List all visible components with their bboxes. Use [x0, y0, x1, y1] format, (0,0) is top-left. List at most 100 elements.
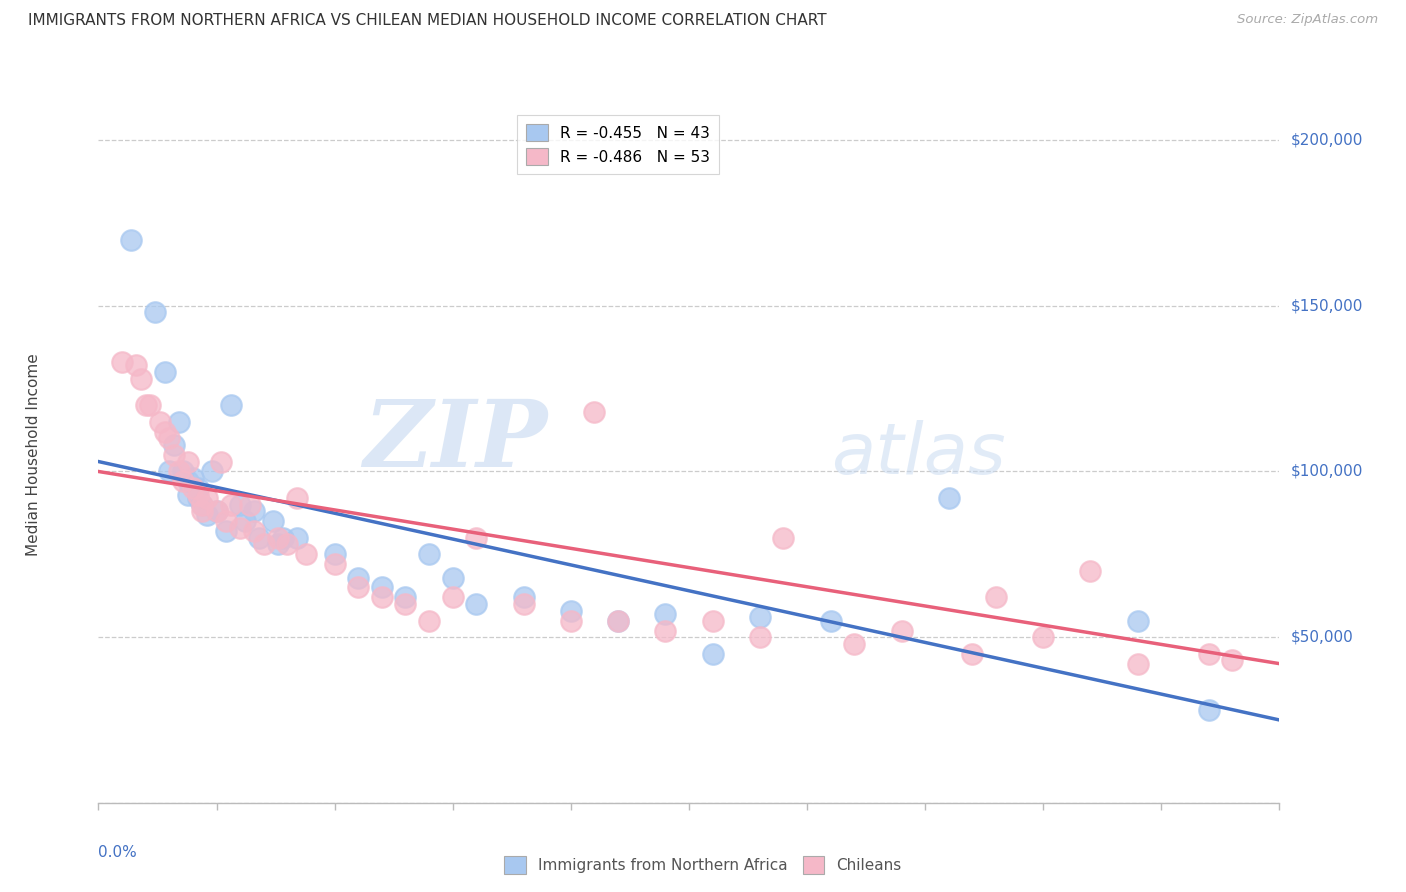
- Point: [1032, 630, 1054, 644]
- Point: [512, 591, 534, 605]
- Point: [418, 614, 440, 628]
- Point: [560, 614, 582, 628]
- Point: [135, 398, 157, 412]
- Point: [1220, 653, 1243, 667]
- Point: [394, 591, 416, 605]
- Point: [267, 537, 290, 551]
- Point: [229, 498, 252, 512]
- Point: [187, 488, 209, 502]
- Point: [153, 425, 176, 439]
- Point: [129, 372, 152, 386]
- Point: [1198, 703, 1220, 717]
- Point: [844, 637, 866, 651]
- Point: [285, 531, 308, 545]
- Point: [181, 481, 204, 495]
- Text: $50,000: $50,000: [1291, 630, 1354, 645]
- Point: [187, 481, 209, 495]
- Point: [654, 624, 676, 638]
- Point: [219, 398, 242, 412]
- Point: [1080, 564, 1102, 578]
- Point: [1126, 614, 1149, 628]
- Point: [205, 504, 228, 518]
- Point: [191, 498, 214, 512]
- Point: [153, 365, 176, 379]
- Point: [219, 498, 242, 512]
- Point: [347, 581, 370, 595]
- Point: [702, 647, 724, 661]
- Point: [323, 558, 346, 572]
- Point: [583, 405, 606, 419]
- Point: [143, 305, 166, 319]
- Point: [187, 491, 209, 505]
- Point: [172, 465, 194, 479]
- Point: [139, 398, 162, 412]
- Text: Source: ZipAtlas.com: Source: ZipAtlas.com: [1237, 13, 1378, 27]
- Point: [772, 531, 794, 545]
- Point: [267, 531, 290, 545]
- Point: [177, 454, 200, 468]
- Point: [243, 524, 266, 538]
- Point: [201, 465, 224, 479]
- Point: [938, 491, 960, 505]
- Point: [512, 597, 534, 611]
- Point: [209, 454, 232, 468]
- Point: [149, 415, 172, 429]
- Point: [239, 498, 262, 512]
- Point: [371, 591, 394, 605]
- Point: [560, 604, 582, 618]
- Text: Median Household Income: Median Household Income: [25, 353, 41, 557]
- Point: [984, 591, 1007, 605]
- Text: 0.0%: 0.0%: [98, 845, 138, 860]
- Point: [243, 504, 266, 518]
- Point: [177, 488, 200, 502]
- Text: $150,000: $150,000: [1291, 298, 1362, 313]
- Point: [262, 514, 284, 528]
- Point: [111, 355, 134, 369]
- Point: [465, 597, 488, 611]
- Point: [233, 514, 256, 528]
- Point: [418, 547, 440, 561]
- Point: [654, 607, 676, 621]
- Point: [181, 471, 204, 485]
- Point: [285, 491, 308, 505]
- Point: [371, 581, 394, 595]
- Text: atlas: atlas: [831, 420, 1005, 490]
- Point: [276, 537, 298, 551]
- Point: [215, 524, 238, 538]
- Point: [191, 498, 214, 512]
- Point: [820, 614, 842, 628]
- Point: [163, 448, 186, 462]
- Point: [441, 591, 464, 605]
- Point: [195, 508, 218, 522]
- Point: [205, 504, 228, 518]
- Legend: R = -0.455   N = 43, R = -0.486   N = 53: R = -0.455 N = 43, R = -0.486 N = 53: [517, 115, 718, 175]
- Point: [1126, 657, 1149, 671]
- Point: [323, 547, 346, 561]
- Point: [157, 431, 180, 445]
- Point: [962, 647, 984, 661]
- Point: [1198, 647, 1220, 661]
- Point: [271, 531, 294, 545]
- Point: [163, 438, 186, 452]
- Point: [702, 614, 724, 628]
- Point: [748, 630, 770, 644]
- Legend: Immigrants from Northern Africa, Chileans: Immigrants from Northern Africa, Chilean…: [498, 850, 908, 880]
- Point: [748, 610, 770, 624]
- Point: [607, 614, 630, 628]
- Point: [394, 597, 416, 611]
- Text: ZIP: ZIP: [363, 396, 547, 486]
- Text: $200,000: $200,000: [1291, 133, 1362, 148]
- Point: [191, 504, 214, 518]
- Text: $100,000: $100,000: [1291, 464, 1362, 479]
- Point: [215, 514, 238, 528]
- Text: IMMIGRANTS FROM NORTHERN AFRICA VS CHILEAN MEDIAN HOUSEHOLD INCOME CORRELATION C: IMMIGRANTS FROM NORTHERN AFRICA VS CHILE…: [28, 13, 827, 29]
- Point: [121, 233, 143, 247]
- Point: [465, 531, 488, 545]
- Point: [295, 547, 318, 561]
- Point: [125, 359, 148, 373]
- Point: [890, 624, 912, 638]
- Point: [167, 415, 190, 429]
- Point: [157, 465, 180, 479]
- Point: [247, 531, 270, 545]
- Point: [441, 570, 464, 584]
